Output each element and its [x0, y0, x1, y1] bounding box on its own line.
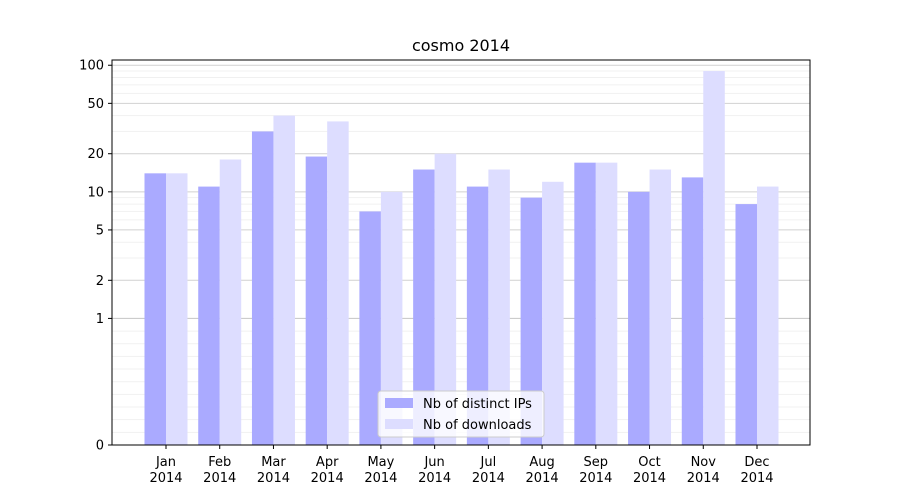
- x-tick-label-year: 2014: [203, 471, 236, 486]
- x-tick-label-month: Mar: [261, 455, 286, 470]
- bars: [144, 71, 779, 446]
- legend-swatch-distinct-ips: [385, 398, 413, 408]
- y-tick-label: 5: [96, 223, 104, 238]
- x-tick-label-year: 2014: [633, 471, 666, 486]
- x-tick-label-year: 2014: [418, 471, 451, 486]
- legend: Nb of distinct IPs Nb of downloads: [377, 390, 545, 438]
- x-tick-label-month: Jun: [423, 455, 444, 470]
- x-tick-label-month: Jan: [155, 455, 176, 470]
- y-tick-label: 20: [87, 147, 104, 162]
- x-tick-label-month: Aug: [529, 455, 554, 470]
- x-tick-label-year: 2014: [364, 471, 397, 486]
- bar-distinct-ips-feb: [198, 186, 220, 446]
- y-tick-label: 1: [96, 312, 104, 327]
- y-tick-label: 10: [87, 185, 104, 200]
- bar-distinct-ips-apr: [305, 156, 328, 446]
- y-tick-label: 0: [96, 439, 104, 454]
- plot-frame: [111, 59, 811, 446]
- bar-distinct-ips-oct: [628, 191, 650, 445]
- bar-distinct-ips-dec: [735, 204, 757, 445]
- bar-downloads-oct: [649, 169, 672, 445]
- bar-distinct-ips-mar: [251, 131, 274, 445]
- bar-distinct-ips-jan: [144, 173, 166, 445]
- bar-downloads-mar: [273, 115, 295, 445]
- bar-downloads-sep: [595, 162, 618, 445]
- x-tick-label-year: 2014: [740, 471, 773, 486]
- bar-distinct-ips-aug: [520, 197, 543, 445]
- x-tick-label-year: 2014: [687, 471, 720, 486]
- bar-downloads-jul: [488, 169, 510, 445]
- x-axis-ticks: Jan2014Feb2014Mar2014Apr2014May2014Jun20…: [149, 445, 774, 486]
- legend-swatch-downloads: [385, 419, 413, 429]
- bar-distinct-ips-nov: [681, 177, 704, 446]
- bar-downloads-jan: [166, 173, 188, 445]
- x-tick-label-year: 2014: [579, 471, 612, 486]
- x-tick-label-month: Jul: [480, 455, 497, 470]
- x-tick-label-month: Nov: [691, 455, 717, 470]
- x-tick-label-year: 2014: [472, 471, 505, 486]
- bar-downloads-may: [380, 191, 403, 445]
- x-tick-label-year: 2014: [526, 471, 559, 486]
- chart-title: cosmo 2014: [412, 36, 510, 55]
- x-tick-label-month: Sep: [584, 455, 609, 470]
- x-tick-label-year: 2014: [311, 471, 344, 486]
- bar-distinct-ips-sep: [574, 162, 596, 445]
- x-tick-label-month: May: [367, 455, 394, 470]
- bar-downloads-nov: [703, 71, 725, 446]
- bar-downloads-dec: [757, 186, 779, 446]
- bar-downloads-apr: [327, 121, 349, 445]
- y-axis-ticks: 0 1 2 5 10 20 50 100: [79, 59, 112, 454]
- legend-label-distinct-ips: Nb of distinct IPs: [423, 397, 532, 412]
- x-tick-label-month: Feb: [208, 455, 231, 470]
- y-tick-label: 2: [96, 274, 104, 289]
- x-tick-label-year: 2014: [149, 471, 182, 486]
- bar-distinct-ips-may: [359, 211, 381, 445]
- x-tick-label-month: Dec: [744, 455, 769, 470]
- bar-downloads-aug: [542, 181, 564, 445]
- bar-distinct-ips-jul: [466, 186, 489, 446]
- x-tick-label-year: 2014: [257, 471, 290, 486]
- y-tick-label: 50: [87, 97, 104, 112]
- x-tick-label-month: Apr: [316, 455, 339, 470]
- x-tick-label-month: Oct: [638, 455, 660, 470]
- bar-downloads-feb: [219, 159, 242, 445]
- bar-downloads-jun: [434, 153, 457, 446]
- y-tick-label: 100: [79, 59, 104, 74]
- bar-distinct-ips-jun: [413, 169, 435, 445]
- legend-label-downloads: Nb of downloads: [423, 418, 532, 433]
- legend-box: [377, 390, 545, 438]
